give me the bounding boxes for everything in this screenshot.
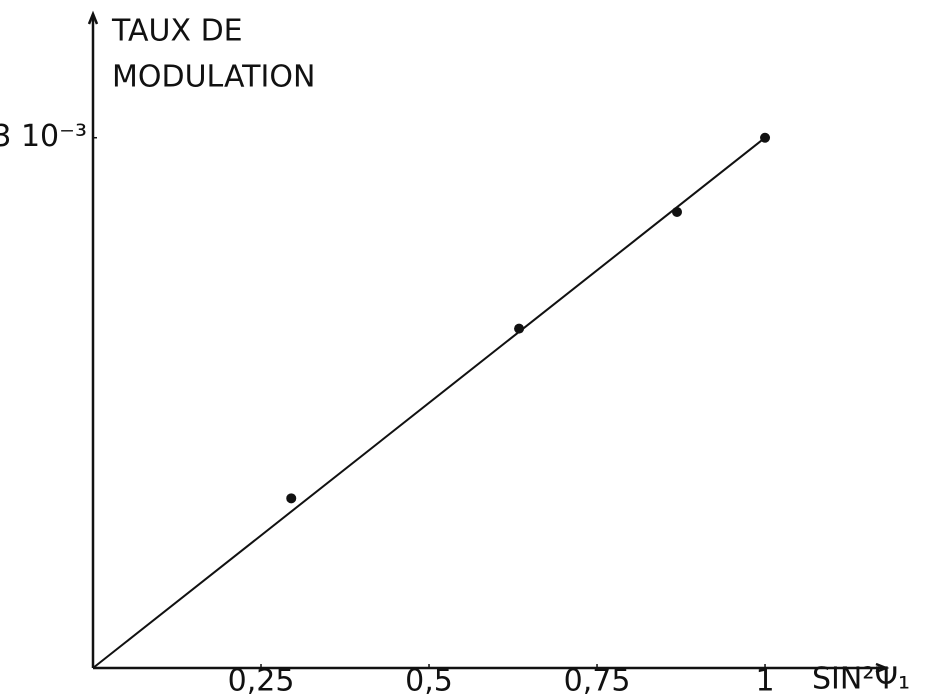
data-point	[514, 323, 525, 334]
data-point	[286, 493, 297, 504]
x-tick-label: 0,75	[564, 664, 631, 696]
x-tick-label: 0,5	[405, 664, 453, 696]
x-axis-arrow	[875, 662, 890, 674]
y-axis-arrow	[87, 10, 99, 25]
x-tick-label: 0,25	[228, 664, 295, 696]
x-tick-label: 1	[755, 664, 774, 696]
x-axis-title: SIN²Ψ₁	[812, 662, 910, 696]
y-axis-title: MODULATION	[112, 60, 315, 95]
y-axis-title: TAUX DE	[111, 14, 243, 49]
y-tick-label: 3 10⁻³	[0, 119, 87, 154]
fit-line	[92, 136, 766, 669]
